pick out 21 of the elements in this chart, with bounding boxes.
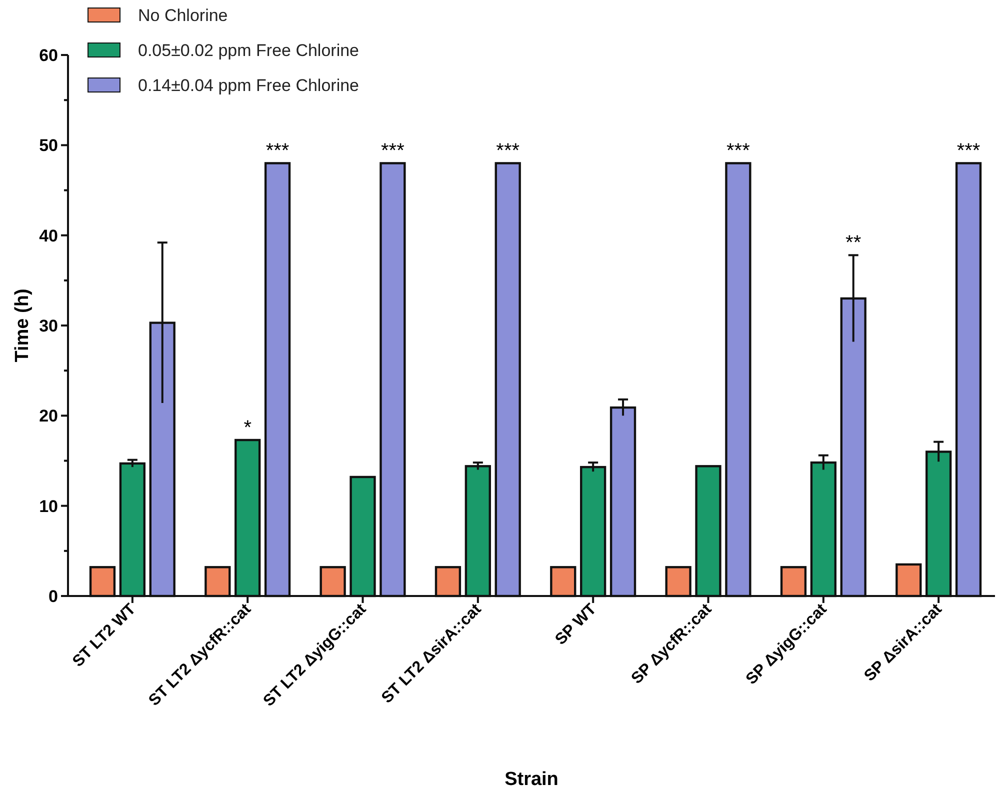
y-axis-title: Time (h) — [12, 288, 33, 362]
data-label: *** — [496, 140, 520, 162]
y-tick-label: 60 — [39, 46, 58, 65]
y-tick-label: 20 — [39, 406, 58, 426]
data-label: *** — [956, 140, 980, 162]
y-tick-label: 40 — [39, 226, 58, 246]
x-axis-title: Strain — [504, 769, 558, 790]
legend-label: No Chlorine — [138, 6, 228, 25]
data-label: *** — [726, 140, 750, 162]
x-tick-label: ST LT2 WT — [70, 600, 140, 670]
x-tick-label: SP WT — [552, 600, 600, 648]
y-tick-label: 0 — [48, 586, 58, 606]
legend-label: 0.14±0.04 ppm Free Chlorine — [138, 76, 360, 95]
y-tick-label: 10 — [39, 496, 58, 516]
y-tick-label: 50 — [39, 136, 58, 156]
data-label: * — [244, 417, 252, 440]
legend-label: 0.05±0.02 ppm Free Chlorine — [138, 40, 360, 60]
y-tick-label: 30 — [39, 316, 58, 336]
data-label: ** — [846, 232, 862, 254]
data-label: *** — [266, 140, 290, 162]
data-label: *** — [381, 140, 405, 162]
